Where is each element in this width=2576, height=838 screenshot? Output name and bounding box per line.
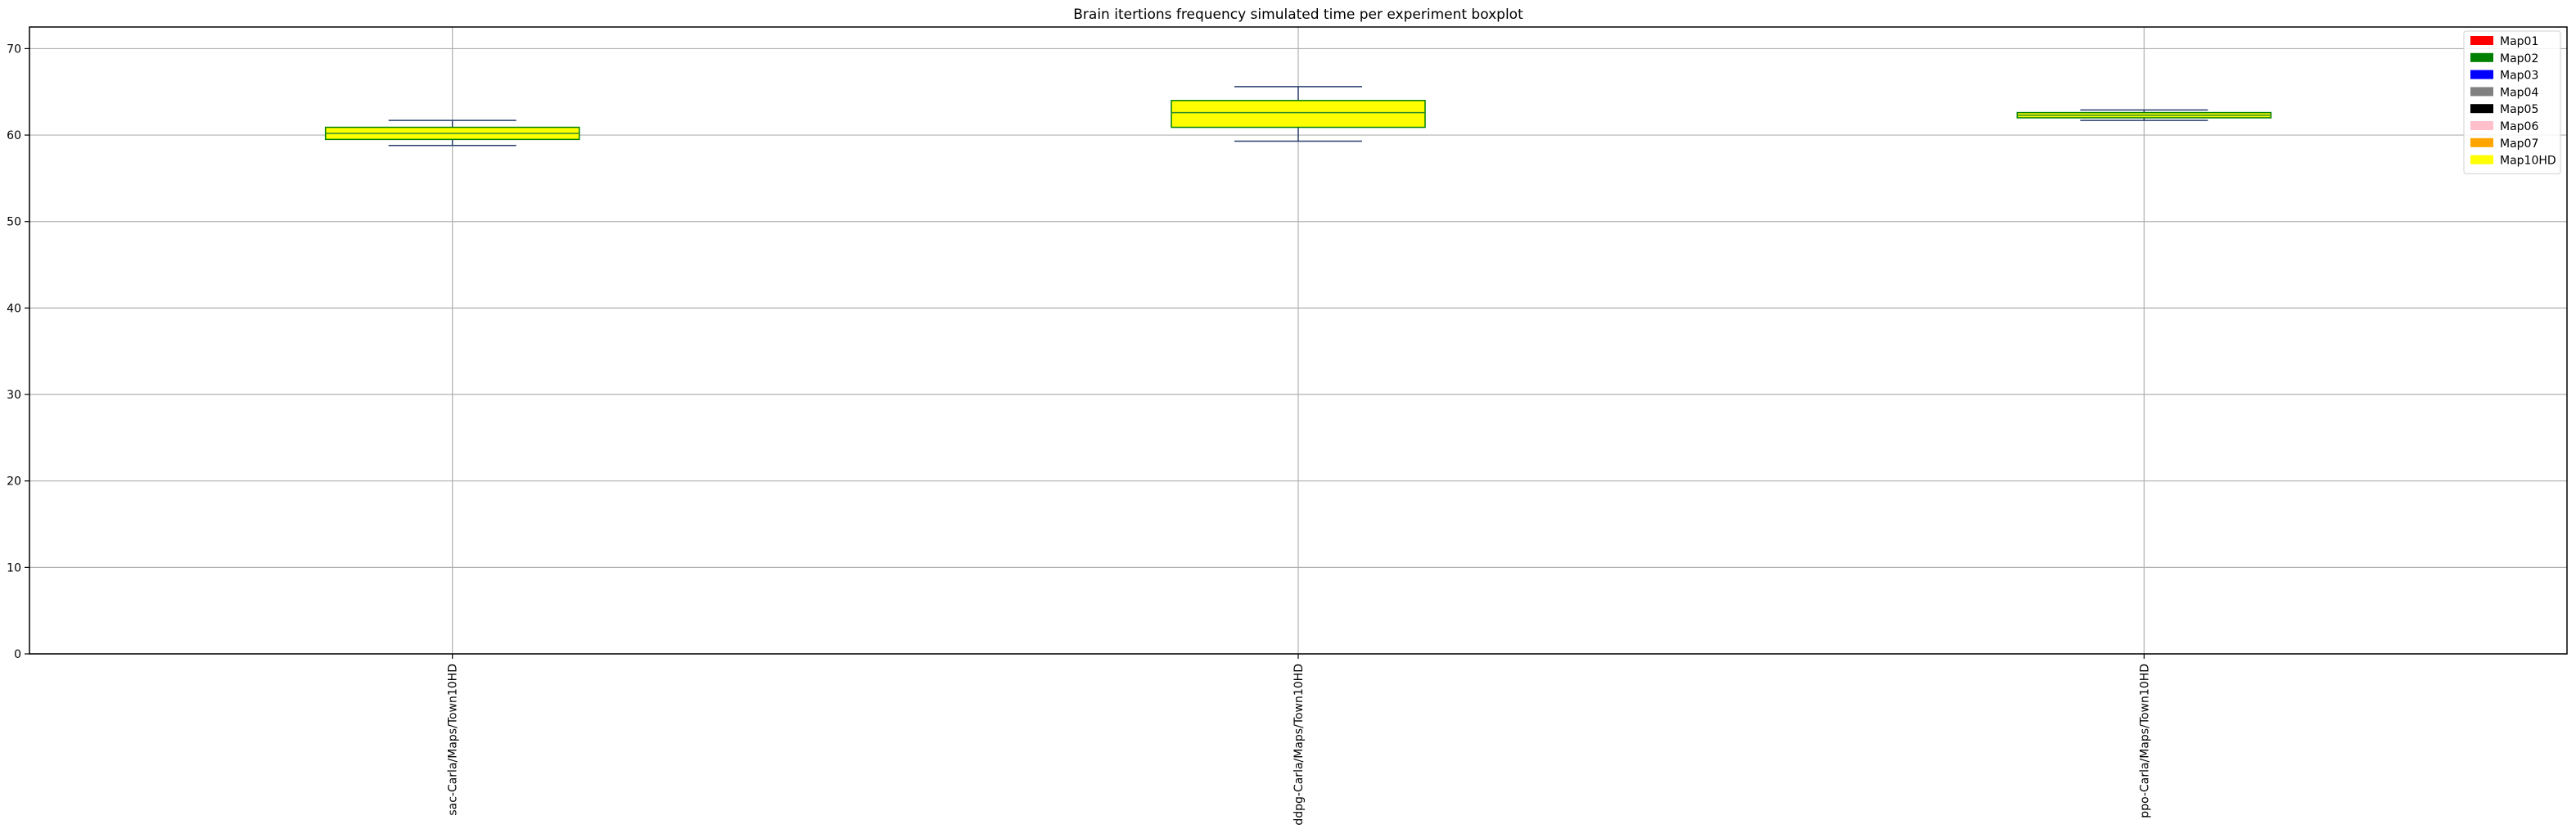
- y-tick-label: 0: [14, 648, 21, 661]
- legend-swatch: [2470, 155, 2493, 164]
- y-tick-label: 30: [7, 389, 21, 402]
- chart-title: Brain itertions frequency simulated time…: [1073, 7, 1523, 23]
- legend-label: Map07: [2500, 137, 2538, 151]
- legend-swatch: [2470, 121, 2493, 130]
- boxplot-0: [324, 119, 580, 146]
- y-tick-label: 50: [7, 216, 21, 229]
- legend-label: Map10HD: [2500, 155, 2556, 168]
- y-tick-label: 70: [7, 43, 21, 56]
- y-tick-label: 60: [7, 129, 21, 142]
- legend-swatch: [2470, 87, 2493, 97]
- legend-label: Map03: [2500, 70, 2538, 83]
- x-tick-label: sac-Carla/Maps/Town10HD: [447, 664, 460, 816]
- y-tick-label: 20: [7, 475, 21, 489]
- boxplot-1: [1171, 86, 1426, 142]
- boxplot-2: [2016, 109, 2272, 121]
- legend-label: Map04: [2500, 86, 2538, 99]
- legend-label: Map02: [2500, 52, 2538, 65]
- x-tick-label: ddpg-Carla/Maps/Town10HD: [1293, 664, 1306, 826]
- legend-swatch: [2470, 137, 2493, 147]
- legend-label: Map01: [2500, 35, 2538, 48]
- box-body: [1171, 100, 1426, 128]
- legend-swatch: [2470, 70, 2493, 79]
- legend: Map01 Map02 Map03 Map04 Map05 Map06 Map07 Map10…: [2463, 30, 2561, 174]
- box-layer: [324, 86, 2272, 146]
- x-axis: sac-Carla/Maps/Town10HD ddpg-Carla/Maps/T…: [447, 654, 2151, 826]
- y-axis: 0 10 20 30 40 50 60 70: [7, 43, 29, 661]
- legend-label: Map06: [2500, 120, 2538, 133]
- legend-frame: [2463, 30, 2561, 174]
- legend-label: Map05: [2500, 103, 2538, 116]
- y-tick-label: 40: [7, 302, 21, 315]
- legend-swatch: [2470, 104, 2493, 114]
- x-tick-label: ppo-Carla/Maps/Town10HD: [2138, 664, 2151, 818]
- y-tick-label: 10: [7, 561, 21, 574]
- legend-swatch: [2470, 52, 2493, 62]
- legend-swatch: [2470, 36, 2493, 45]
